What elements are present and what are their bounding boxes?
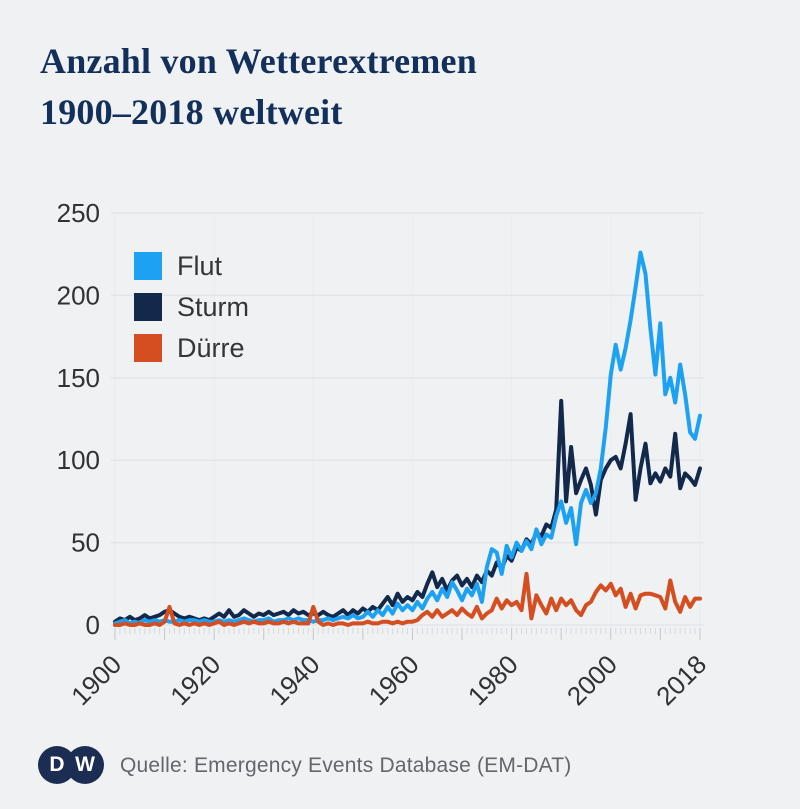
y-axis-label: 200 bbox=[57, 280, 100, 310]
y-axis-label: 0 bbox=[86, 610, 100, 640]
page-title-line1: Anzahl von Wetterextremen bbox=[40, 41, 477, 81]
legend-label-flut: Flut bbox=[177, 250, 223, 281]
footer: D W Quelle: Emergency Events Database (E… bbox=[38, 744, 762, 788]
x-axis-label: 2000 bbox=[561, 649, 623, 711]
legend-item-flut: Flut bbox=[134, 245, 249, 286]
flut-color-swatch bbox=[134, 251, 162, 280]
duerre-color-swatch bbox=[134, 333, 162, 362]
x-axis-label: 1960 bbox=[363, 649, 425, 711]
legend-label-sturm: Sturm bbox=[177, 291, 250, 322]
x-axis-label: 1900 bbox=[65, 649, 127, 711]
y-axis-label: 50 bbox=[71, 528, 100, 558]
legend-item-duerre: Dürre bbox=[134, 327, 249, 368]
chart-legend: Flut Sturm Dürre bbox=[134, 245, 249, 368]
series-line-sturm bbox=[113, 398, 702, 624]
legend-item-sturm: Sturm bbox=[134, 286, 249, 327]
legend-label-duerre: Dürre bbox=[177, 332, 245, 363]
x-axis-label: 1980 bbox=[462, 649, 524, 711]
page-title-line2: 1900–2018 weltweit bbox=[40, 92, 343, 132]
x-axis-label: 1920 bbox=[164, 649, 226, 711]
x-axis-label: 1940 bbox=[263, 649, 325, 711]
x-axis-label: 2018 bbox=[650, 649, 712, 711]
sturm-color-swatch bbox=[134, 292, 162, 321]
series-line-duerre bbox=[113, 571, 702, 627]
dw-logo-w-letter: W bbox=[75, 753, 95, 776]
dw-logo-w-circle: W bbox=[66, 746, 104, 784]
y-axis-label: 100 bbox=[57, 445, 100, 475]
source-attribution: Quelle: Emergency Events Database (EM-DA… bbox=[120, 754, 572, 777]
y-axis-label: 150 bbox=[57, 363, 100, 393]
y-axis-label: 250 bbox=[57, 198, 100, 228]
dw-logo: D W bbox=[38, 746, 108, 784]
page-title: Anzahl von Wetterextremen 1900–2018 welt… bbox=[40, 36, 740, 138]
series-line-flut bbox=[113, 250, 702, 626]
dw-logo-d-letter: D bbox=[49, 753, 65, 776]
